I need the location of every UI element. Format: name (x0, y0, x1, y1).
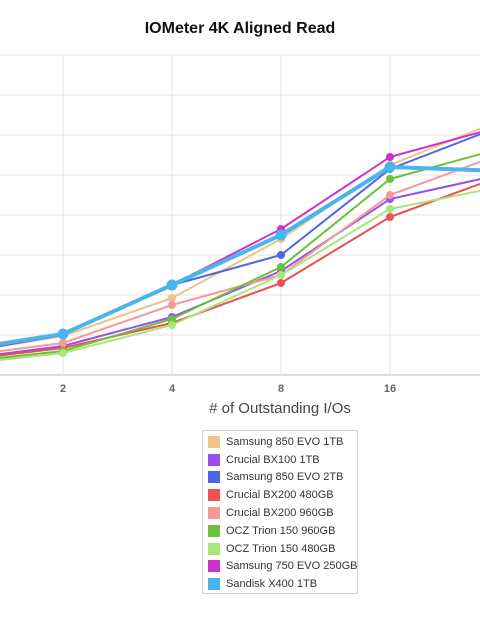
legend-swatch (208, 435, 220, 448)
data-point (59, 339, 67, 347)
legend-swatch (208, 471, 220, 484)
series-line (0, 182, 480, 357)
chart-title: IOMeter 4K Aligned Read (144, 20, 336, 37)
series-line (0, 160, 480, 353)
legend-item: Crucial BX200 960GB (203, 504, 357, 522)
legend-label: Samsung 850 EVO 1TB (226, 435, 344, 448)
legend-item: Samsung 850 EVO 2TB (203, 469, 357, 487)
data-point (168, 321, 176, 329)
data-point (386, 213, 394, 221)
legend-swatch (208, 560, 220, 573)
data-point (384, 161, 396, 173)
legend: Samsung 850 EVO 1TB Crucial BX100 1TB Sams… (202, 430, 358, 594)
data-point (277, 271, 285, 279)
legend-label: Samsung 750 EVO 250GB (226, 560, 358, 573)
legend-swatch (208, 453, 220, 466)
legend-swatch (208, 507, 220, 520)
legend-item: OCZ Trion 150 960GB (203, 522, 357, 540)
legend-label: Sandisk X400 1TB (226, 578, 318, 591)
data-point (386, 191, 394, 199)
legend-label: OCZ Trion 150 480GB (226, 542, 336, 555)
legend-item: Crucial BX100 1TB (203, 451, 357, 469)
series-line (0, 189, 480, 361)
data-point (386, 175, 394, 183)
data-point (275, 229, 287, 241)
legend-label: Crucial BX200 480GB (226, 489, 334, 502)
data-point (277, 279, 285, 287)
x-tick-label: 4 (169, 383, 176, 395)
series-line (0, 165, 480, 346)
data-point (168, 294, 176, 302)
data-point (386, 205, 394, 213)
data-point (168, 315, 176, 323)
legend-item: Crucial BX200 480GB (203, 486, 357, 504)
data-point (386, 153, 394, 161)
legend-swatch (208, 578, 220, 591)
legend-swatch (208, 542, 220, 555)
legend-item: Samsung 850 EVO 1TB (203, 433, 357, 451)
series-line (0, 131, 480, 347)
plot-area: 2 4 8 16 (0, 54, 480, 395)
x-tick-label: 2 (60, 383, 66, 395)
data-point (277, 251, 285, 259)
series-line (0, 127, 480, 348)
series-line (0, 153, 480, 359)
x-tick-label: 16 (384, 383, 396, 395)
legend-swatch (208, 489, 220, 502)
legend-label: Samsung 850 EVO 2TB (226, 471, 344, 484)
legend-item: OCZ Trion 150 480GB (203, 540, 357, 558)
data-point (57, 328, 69, 340)
legend-item: Sandisk X400 1TB (203, 575, 357, 593)
legend-label: Crucial BX200 960GB (226, 507, 334, 520)
data-point (168, 301, 176, 309)
data-point (277, 263, 285, 271)
legend-swatch (208, 524, 220, 537)
legend-label: Crucial BX100 1TB (226, 453, 320, 466)
data-point (59, 349, 67, 357)
data-point (166, 279, 178, 291)
legend-item: Samsung 750 EVO 250GB (203, 558, 357, 576)
series-line (0, 133, 480, 347)
x-tick-label: 8 (278, 383, 284, 395)
legend-label: OCZ Trion 150 960GB (226, 524, 336, 537)
x-axis-label: # of Outstanding I/Os (209, 400, 351, 417)
